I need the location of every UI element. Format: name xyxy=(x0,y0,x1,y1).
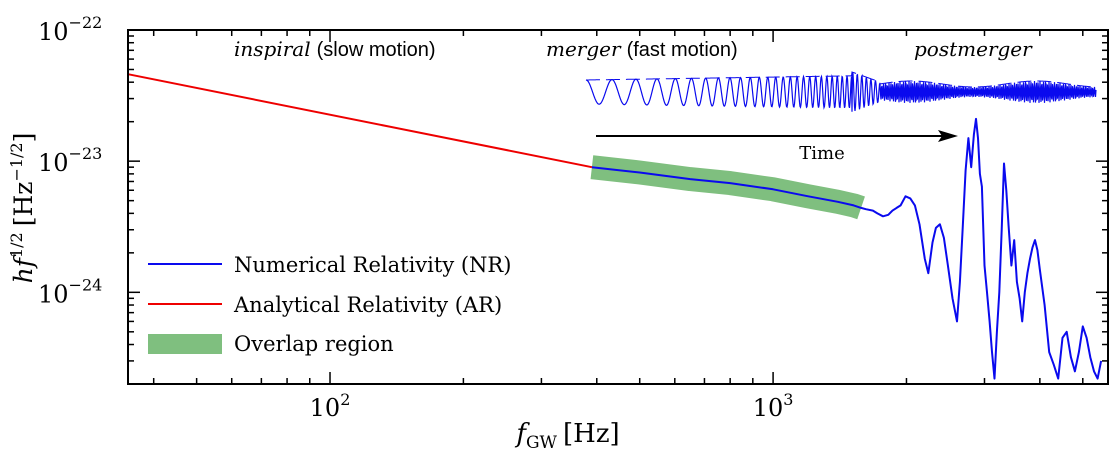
waveform-envelope xyxy=(586,71,1097,88)
x-tick-label-base: 10 xyxy=(310,394,341,422)
x-tick-label-exp: 3 xyxy=(783,390,793,409)
time-arrow-head xyxy=(938,130,958,142)
inspiral-detail: (slow motion) xyxy=(317,39,436,61)
legend-label-nr: Numerical Relativity (NR) xyxy=(234,253,511,277)
series-line-nr xyxy=(591,117,1103,380)
x-axis-label-sub: GW xyxy=(526,433,558,452)
waveform-trace xyxy=(585,71,1097,112)
y-tick-label: 10−24 xyxy=(38,275,102,308)
merger-label: merger xyxy=(546,37,622,61)
y-tick-label: 10−23 xyxy=(38,144,102,177)
x-tick-label: 102 xyxy=(310,390,351,422)
time-label: Time xyxy=(799,143,844,164)
series-line-ar xyxy=(127,73,593,169)
x-tick-label: 103 xyxy=(753,390,794,422)
legend: Numerical Relativity (NR) Analytical Rel… xyxy=(148,253,511,356)
legend-label-overlap: Overlap region xyxy=(234,332,394,356)
x-tick-label-exp: 2 xyxy=(340,390,350,409)
y-axis-label-unit-open: [Hz xyxy=(9,182,38,227)
overlap-region-layer xyxy=(590,155,866,220)
inspiral-annotation: inspiral (slow motion) xyxy=(234,37,436,61)
y-tick-label: 10−22 xyxy=(38,13,102,46)
y-tick-label-base: 10 xyxy=(38,280,69,308)
y-tick-label-exp: −22 xyxy=(69,13,103,32)
inspiral-label: inspiral xyxy=(234,37,311,61)
y-tick-label-exp: −23 xyxy=(69,144,103,163)
y-axis-label-base: hf xyxy=(9,254,38,283)
x-axis-label-unit: [Hz] xyxy=(563,419,620,449)
y-tick-label-exp: −24 xyxy=(69,275,103,294)
y-axis-label: hf1/2 [Hz−1/2] xyxy=(7,133,38,284)
y-axis-label-unit-exp: −1/2 xyxy=(7,142,26,181)
merger-annotation: merger (fast motion) xyxy=(546,37,738,61)
waveform-inset xyxy=(585,71,1097,112)
x-axis-label: fGW [Hz] xyxy=(514,419,619,452)
y-axis-label-unit-close: ] xyxy=(9,133,38,143)
series-layer xyxy=(127,73,1103,380)
merger-detail: (fast motion) xyxy=(627,39,738,61)
y-axis-label-exp: 1/2 xyxy=(7,232,26,258)
overlap-band xyxy=(590,155,866,220)
plot-frame xyxy=(127,29,1109,385)
postmerger-annotation: postmerger xyxy=(914,37,1033,61)
y-tick-label-base: 10 xyxy=(38,149,69,177)
legend-swatch-overlap xyxy=(148,334,222,354)
x-tick-label-base: 10 xyxy=(753,394,784,422)
legend-label-ar: Analytical Relativity (AR) xyxy=(233,293,502,317)
y-tick-label-base: 10 xyxy=(38,18,69,46)
